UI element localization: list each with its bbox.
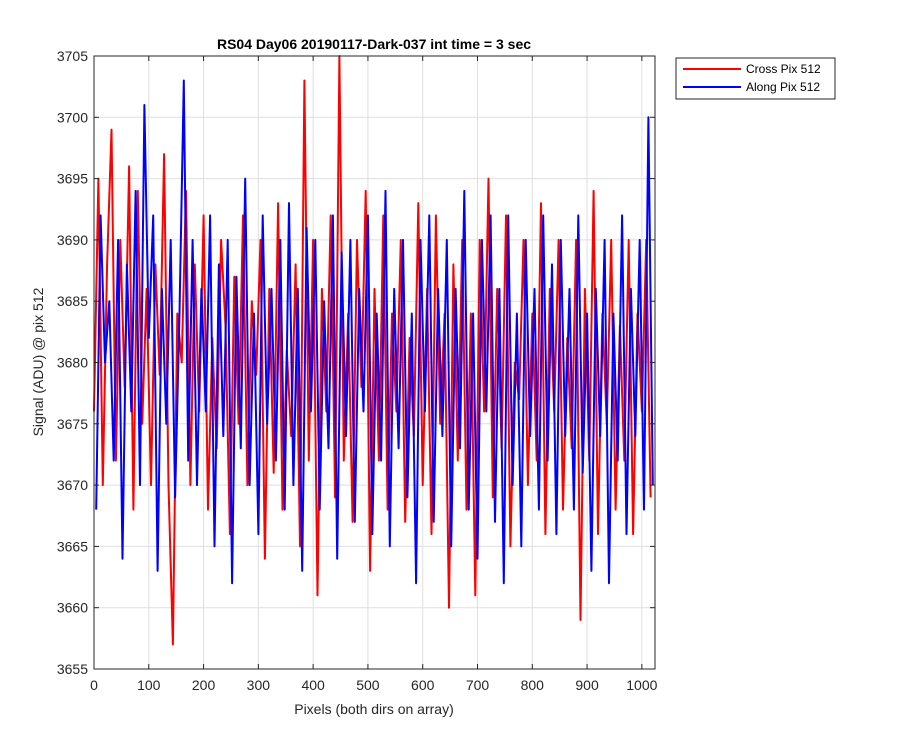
axis-ticks: [93, 55, 655, 670]
x-axis-label: Pixels (both dirs on array): [294, 701, 454, 717]
x-tick-label: 200: [192, 677, 216, 693]
y-tick-label: 3680: [57, 355, 88, 371]
x-tick-label: 400: [301, 677, 325, 693]
series-line-along-pix: [95, 79, 654, 585]
x-tick-label: 500: [356, 677, 380, 693]
series-line-cross-pix: [93, 55, 652, 646]
y-axis-label: Signal (ADU) @ pix 512: [30, 287, 46, 436]
x-tick-label: 100: [137, 677, 161, 693]
y-tick-label: 3675: [57, 416, 88, 432]
y-tick-label: 3655: [57, 661, 88, 677]
legend-label-cross: Cross Pix 512: [746, 62, 821, 76]
chart-title: RS04 Day06 20190117-Dark-037 int time = …: [217, 36, 531, 52]
y-tick-label: 3690: [57, 232, 88, 248]
x-tick-label: 0: [90, 677, 98, 693]
x-tick-label: 700: [466, 677, 490, 693]
legend: Cross Pix 512 Along Pix 512: [675, 57, 836, 100]
y-tick-label: 3700: [57, 109, 88, 125]
y-tick-label: 3665: [57, 538, 88, 554]
y-tick-labels: 3655 3660 3665 3670 3675 3680 3685 3690 3695 3700…: [57, 48, 88, 677]
y-tick-label: 3670: [57, 477, 88, 493]
x-tick-label: 300: [247, 677, 271, 693]
legend-label-along: Along Pix 512: [746, 80, 820, 94]
x-tick-label: 800: [521, 677, 545, 693]
x-tick-labels: 0 100 200 300 400 500 600 700 800 900 1000: [90, 677, 658, 693]
y-tick-label: 3660: [57, 600, 88, 616]
y-tick-label: 3685: [57, 293, 88, 309]
y-tick-label: 3695: [57, 171, 88, 187]
series-lines: [93, 55, 654, 646]
x-tick-label: 900: [575, 677, 599, 693]
legend-box: [675, 57, 836, 100]
y-tick-label: 3705: [57, 48, 88, 64]
x-tick-label: 1000: [626, 677, 657, 693]
x-tick-label: 600: [411, 677, 435, 693]
